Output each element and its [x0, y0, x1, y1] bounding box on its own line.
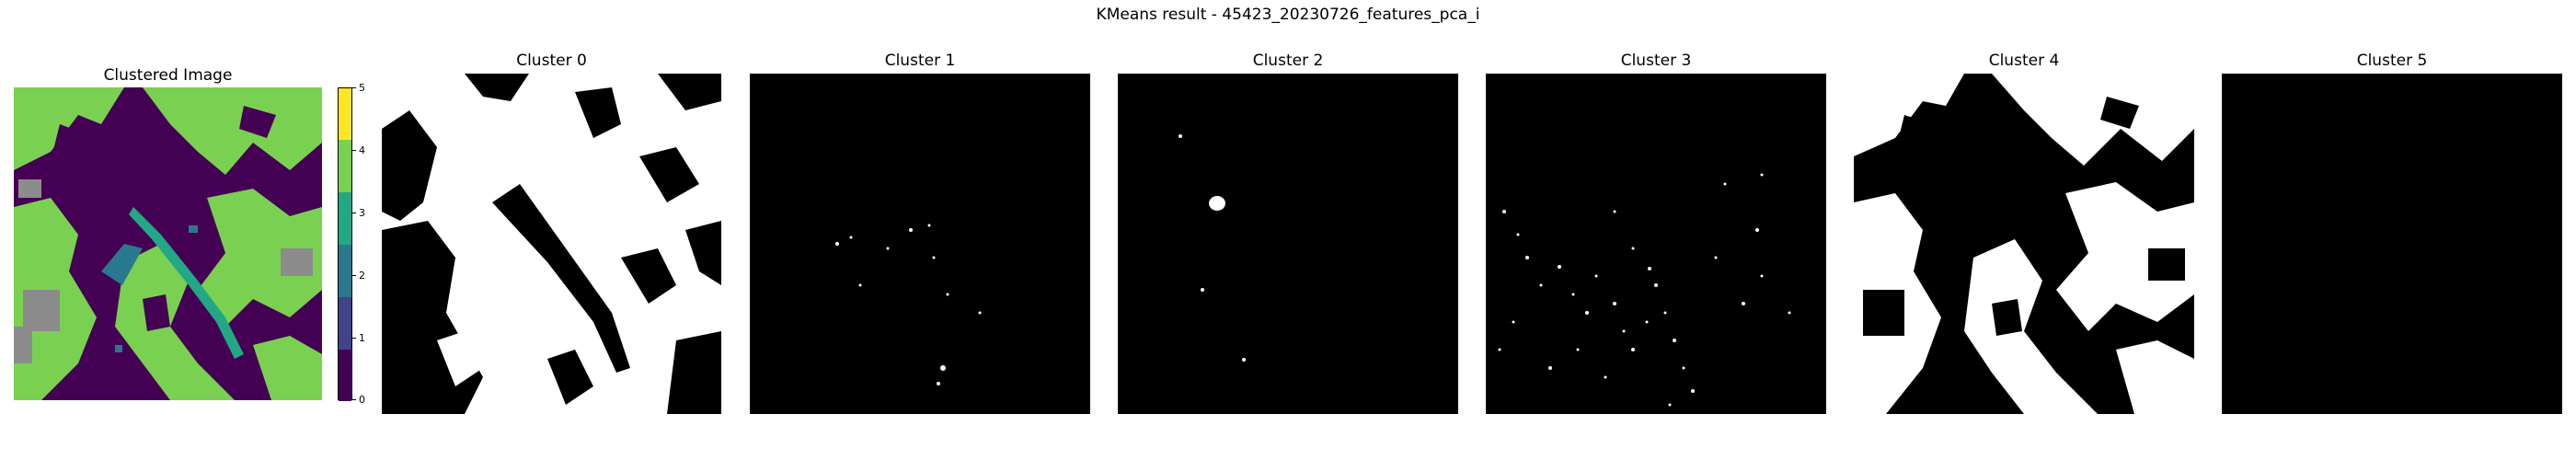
- colorbar-band-5: [339, 88, 351, 140]
- colorbar-band-3: [339, 192, 351, 245]
- colorbar: [338, 87, 352, 401]
- cluster-2-mask: [1118, 74, 1458, 414]
- cluster-1-mask: [750, 74, 1090, 414]
- cluster-1-title: Cluster 1: [884, 52, 956, 70]
- colorbar-tickmark: [352, 399, 356, 400]
- clustered-image: [14, 87, 322, 400]
- cluster-5-mask: [2222, 74, 2562, 414]
- clustered-image-title: Clustered Image: [103, 66, 233, 85]
- colorbar-tickmark: [352, 150, 356, 151]
- cluster-2-title: Cluster 2: [1252, 52, 1324, 70]
- colorbar-tickmark: [352, 338, 356, 339]
- colorbar-band-1: [339, 297, 351, 350]
- colorbar-tick-label: 1: [359, 332, 365, 344]
- cluster-0-title: Cluster 0: [516, 52, 587, 70]
- colorbar-tickmark: [352, 87, 356, 88]
- cluster-0-mask: [382, 74, 721, 414]
- colorbar-tickmark: [352, 275, 356, 276]
- cluster-3-title: Cluster 3: [1620, 52, 1692, 70]
- colorbar-band-4: [339, 140, 351, 192]
- cluster-4-mask: [1854, 74, 2194, 414]
- colorbar-band-2: [339, 245, 351, 297]
- colorbar-tick-label: 3: [359, 207, 365, 219]
- figure-title: KMeans result - 45423_20230726_features_…: [1096, 6, 1480, 24]
- cluster-4-title: Cluster 4: [1988, 52, 2060, 70]
- colorbar-tick-label: 0: [359, 394, 365, 406]
- colorbar-tick-label: 4: [359, 144, 365, 156]
- cluster-5-title: Cluster 5: [2356, 52, 2428, 70]
- cluster-3-mask: [1486, 74, 1826, 414]
- colorbar-tick-label: 2: [359, 270, 365, 282]
- colorbar-tick-label: 5: [359, 82, 365, 94]
- colorbar-band-0: [339, 350, 351, 401]
